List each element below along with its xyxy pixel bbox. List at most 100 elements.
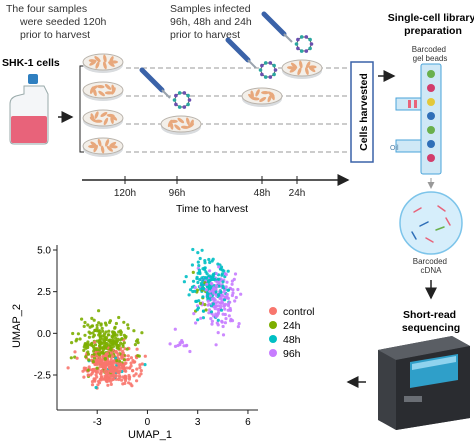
umap-point-96h (210, 297, 215, 301)
legend-label-96h: 96h (283, 348, 301, 360)
umap-point-control (120, 378, 124, 382)
library-title: Single-cell library preparation (388, 12, 474, 37)
umap-point-24h (113, 332, 117, 336)
umap-point-24h (76, 332, 80, 336)
umap-point-48h (188, 288, 193, 292)
umap-point-96h (216, 331, 220, 335)
umap-point-48h (196, 318, 200, 322)
petri-dish-icon (82, 109, 124, 129)
gel-beads-label: Barcoded gel beads (412, 45, 448, 63)
umap-point-24h (117, 347, 121, 351)
umap-point-96h (220, 293, 224, 297)
umap-x-tick: 3 (195, 417, 201, 428)
infected-text: Samples infected 96h, 48h and 24h prior … (170, 3, 255, 41)
umap-y-label: UMAP_2 (11, 304, 23, 348)
umap-point-48h (196, 280, 200, 285)
umap-point-48h (210, 277, 214, 281)
umap-point-96h (199, 316, 203, 320)
umap-point-24h (99, 322, 103, 326)
umap-point-control (139, 369, 143, 373)
umap-point-96h (234, 295, 238, 300)
umap-point-96h (223, 303, 227, 308)
umap-point-24h (86, 345, 90, 350)
pipette-icon (261, 11, 293, 43)
umap-point-96h (173, 344, 178, 348)
umap-x-label: UMAP_1 (128, 429, 172, 441)
umap-point-24h (90, 316, 94, 320)
timeline-tick-24h: 24h (289, 188, 306, 199)
pipette-icon (225, 37, 257, 69)
legend-swatch-control (269, 307, 277, 315)
umap-point-48h (222, 269, 226, 273)
umap-point-control (126, 354, 130, 358)
umap-point-control (133, 360, 137, 364)
umap-point-96h (214, 304, 218, 308)
umap-point-control (137, 374, 141, 378)
umap-x-tick: 6 (245, 417, 251, 428)
umap-point-96h (204, 288, 208, 292)
umap-point-control (111, 369, 115, 373)
oil-label: Oil (390, 145, 399, 152)
umap-point-24h (88, 325, 92, 329)
umap-point-24h (103, 336, 107, 340)
umap-point-control (84, 366, 88, 370)
umap-point-24h (91, 360, 95, 364)
umap-point-24h (88, 331, 92, 335)
umap-point-24h (117, 330, 121, 334)
umap-point-48h (198, 278, 202, 282)
umap-point-24h (133, 343, 137, 347)
umap-point-24h (95, 326, 99, 330)
umap-point-48h (204, 276, 208, 280)
umap-point-24h (83, 343, 87, 347)
umap-point-96h (193, 286, 197, 290)
umap-point-24h (100, 350, 104, 354)
umap-point-24h (108, 320, 112, 325)
umap-point-24h (140, 331, 144, 335)
umap-point-96h (216, 312, 220, 316)
umap-point-96h (184, 344, 188, 348)
umap-point-96h (215, 280, 219, 284)
umap-point-24h (124, 335, 128, 339)
legend-label-24h: 24h (283, 320, 301, 332)
umap-point-96h (223, 295, 227, 299)
umap-point-96h (221, 312, 225, 316)
legend-swatch-24h (269, 321, 277, 329)
umap-point-48h (213, 277, 217, 281)
umap-point-control (111, 377, 116, 381)
umap-point-96h (230, 279, 234, 283)
umap-point-24h (71, 331, 75, 336)
umap-point-24h (97, 309, 101, 313)
petri-dish-icon (160, 115, 202, 135)
umap-point-control (134, 372, 138, 376)
umap-point-control (125, 366, 129, 370)
umap-point-control (135, 379, 139, 383)
umap-point-48h (217, 277, 221, 281)
umap-point-control (100, 369, 104, 373)
umap-point-96h (220, 319, 224, 323)
umap-point-control (131, 368, 135, 373)
sequencer-icon (378, 336, 470, 430)
umap-point-24h (97, 321, 101, 325)
umap-point-24h (106, 343, 110, 347)
umap-point-control (105, 360, 109, 364)
umap-point-96h (230, 293, 234, 298)
umap-point-96h (236, 325, 240, 329)
umap-point-control (73, 350, 77, 354)
umap-point-96h (229, 317, 233, 321)
umap-point-48h (94, 385, 98, 390)
umap-point-control (117, 364, 121, 368)
umap-point-24h (204, 308, 208, 312)
umap-point-48h (221, 280, 225, 284)
petri-dish-icon (82, 81, 124, 101)
umap-point-96h (224, 285, 228, 289)
umap-y-tick: 0.0 (37, 329, 51, 340)
umap-point-96h (207, 311, 211, 315)
umap-point-48h (196, 251, 200, 255)
umap-point-control (119, 362, 123, 366)
umap-point-48h (216, 293, 221, 297)
umap-point-control (123, 381, 127, 385)
umap-point-control (99, 378, 103, 382)
culture-flask-icon (9, 74, 49, 145)
umap-point-control (126, 357, 131, 361)
umap-point-24h (97, 329, 102, 333)
